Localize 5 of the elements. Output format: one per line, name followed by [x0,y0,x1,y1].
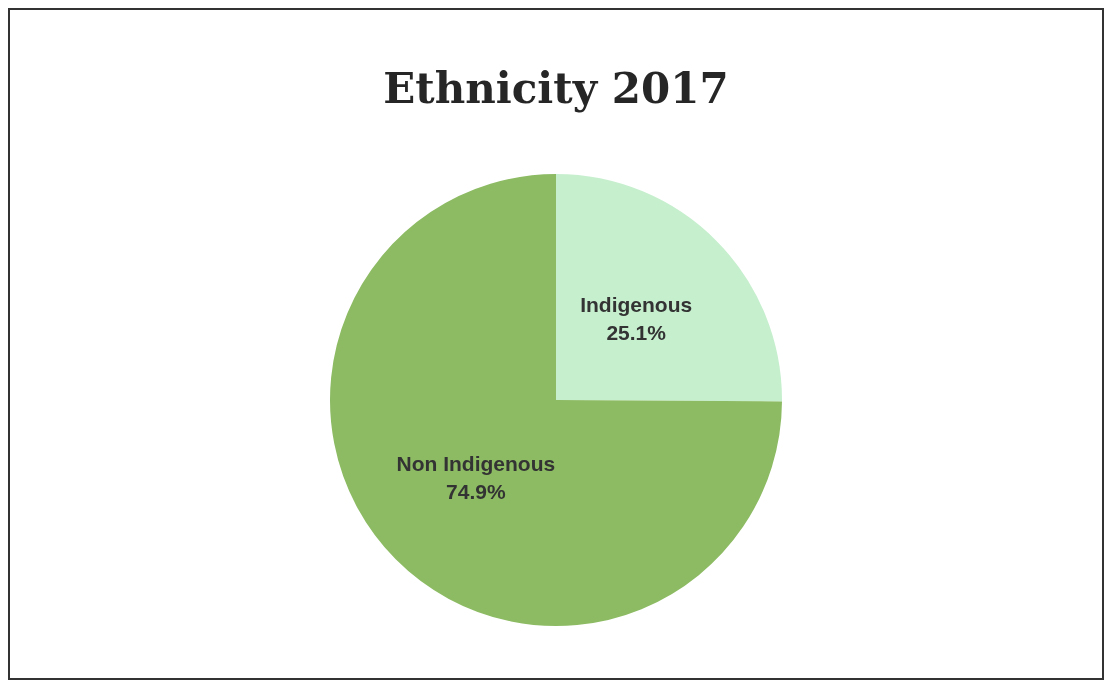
data-label: 25.1% [606,321,667,345]
data-label: 74.9% [446,480,506,504]
slice-label: Non Indigenous [396,452,556,476]
slice-label: Indigenous [580,293,693,317]
chart-title: Ethnicity 2017 [383,63,729,113]
